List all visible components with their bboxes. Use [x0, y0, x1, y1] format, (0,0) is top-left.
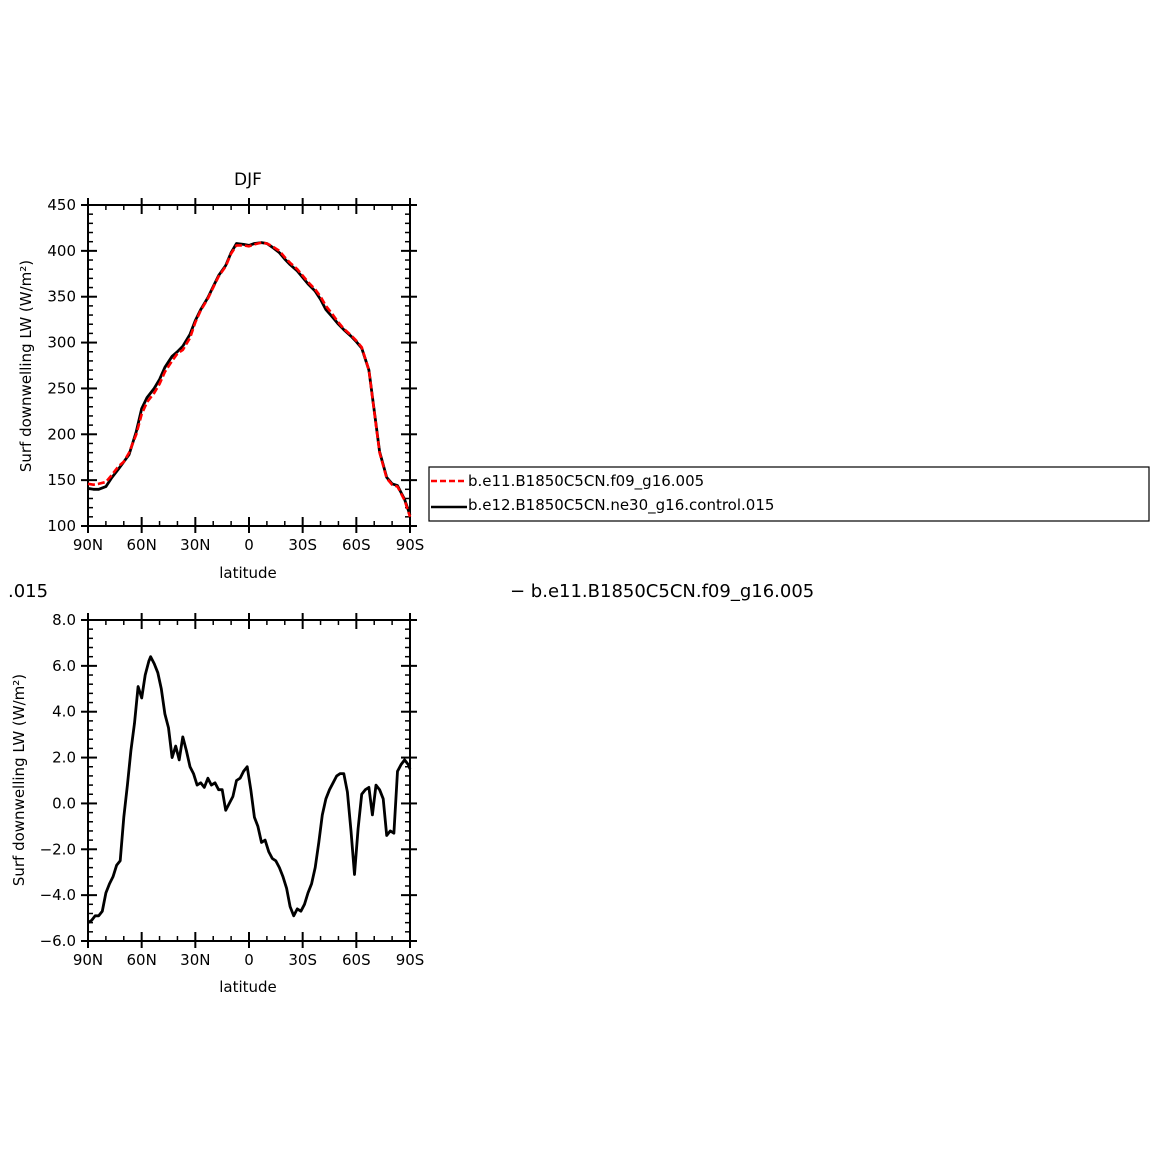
y-tick-label: 200	[47, 425, 76, 443]
y-tick-label: 6.0	[52, 657, 76, 675]
y-tick-label: 100	[47, 517, 76, 535]
y-axis-label: Surf downwelling LW (W/m²)	[17, 260, 35, 472]
x-tick-label: 30S	[288, 951, 317, 969]
y-tick-label: 300	[47, 334, 76, 352]
y-tick-label: 4.0	[52, 703, 76, 721]
legend-entry: b.e11.B1850C5CN.f09_g16.005	[468, 472, 704, 491]
legend-entry: b.e12.B1850C5CN.ne30_g16.control.015	[468, 496, 774, 515]
plot-frame	[87, 204, 411, 527]
x-tick-label: 90N	[73, 951, 103, 969]
bottom-panel-series	[87, 655, 412, 924]
y-tick-label: 150	[47, 471, 76, 489]
y-tick-label: −4.0	[40, 886, 76, 904]
series-line-red-dashed	[87, 241, 412, 518]
caption-left-fragment: .015	[8, 581, 48, 602]
x-axis-label: latitude	[219, 564, 277, 582]
x-tick-label: 30N	[180, 951, 210, 969]
legend-box	[428, 466, 1150, 522]
caption-right-fragment: − b.e11.B1850C5CN.f09_g16.005	[510, 581, 814, 602]
y-tick-label: 8.0	[52, 611, 76, 629]
top-panel-axes: 90N 60N 30N 0 30S 60S 90S 100 150 200 250 300 350 400…	[47, 196, 424, 554]
x-tick-label: 60N	[127, 536, 157, 554]
y-tick-label: −6.0	[40, 932, 76, 950]
panel-title: DJF	[234, 170, 262, 190]
bottom-panel: 90N 60N 30N 0 30S 60S 90S −6.0 −4.0 −2.0 0.0 2.0 4.0…	[10, 611, 424, 996]
y-tick-label: 2.0	[52, 749, 76, 767]
top-panel-series	[87, 241, 412, 518]
x-tick-label: 0	[244, 951, 254, 969]
y-tick-label: 400	[47, 242, 76, 260]
x-tick-label: 90S	[396, 951, 425, 969]
y-tick-label: 250	[47, 379, 76, 397]
x-tick-label: 60S	[342, 536, 371, 554]
x-tick-label: 30S	[288, 536, 317, 554]
y-tick-label: −2.0	[40, 840, 76, 858]
bottom-panel-axes: 90N 60N 30N 0 30S 60S 90S −6.0 −4.0 −2.0 0.0 2.0 4.0…	[40, 611, 425, 969]
x-tick-label: 30N	[180, 536, 210, 554]
y-axis-label: Surf downwelling LW (W/m²)	[10, 674, 28, 886]
y-tick-label: 0.0	[52, 794, 76, 812]
series-line-black	[87, 655, 412, 924]
y-tick-label: 450	[47, 196, 76, 214]
x-tick-label: 0	[244, 536, 254, 554]
legend: b.e11.B1850C5CN.f09_g16.005 b.e12.B1850C…	[428, 466, 1150, 522]
y-tick-label: 350	[47, 288, 76, 306]
x-tick-label: 60N	[127, 951, 157, 969]
x-tick-label: 60S	[342, 951, 371, 969]
x-tick-label: 90N	[73, 536, 103, 554]
x-axis-label: latitude	[219, 978, 277, 996]
x-tick-label: 90S	[396, 536, 425, 554]
series-line-black	[87, 241, 412, 516]
top-panel: DJF 90N 60N 30N 0 30S 60S 90S 100 150 200 250 300 35…	[17, 170, 424, 582]
